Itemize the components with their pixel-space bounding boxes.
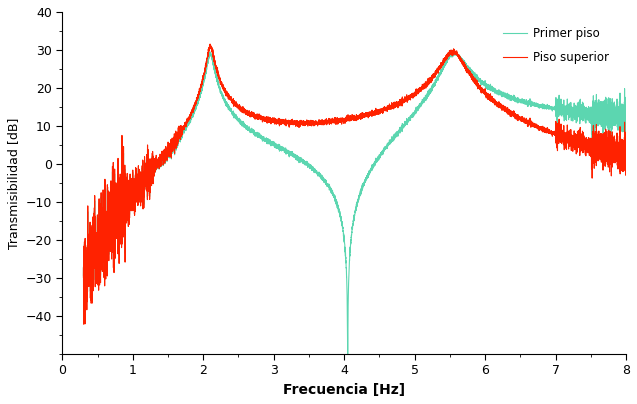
Piso superior (206, 42, 214, 46)
Legend: Primer piso, Piso superior: Primer piso, Piso superior (497, 21, 615, 70)
Primer piso (424, 93, 432, 97)
Y-axis label: Transmisibilidad [dB]: Transmisibilidad [dB] (7, 117, 20, 249)
Primer piso (344, 351, 352, 356)
Line: Primer piso: Primer piso (83, 50, 626, 354)
Piso superior (424, 78, 432, 83)
Primer piso (107, 182, 115, 187)
Piso superior (80, 275, 87, 280)
Line: Piso superior: Piso superior (83, 44, 626, 324)
Piso superior (276, 119, 284, 124)
Primer piso (482, 83, 490, 88)
Primer piso (80, 273, 87, 278)
Primer piso (511, 97, 519, 102)
X-axis label: Frecuencia [Hz]: Frecuencia [Hz] (283, 383, 405, 397)
Piso superior (401, 99, 408, 104)
Piso superior (80, 322, 88, 327)
Primer piso (401, 122, 408, 127)
Piso superior (482, 92, 490, 97)
Primer piso (622, 117, 630, 122)
Piso superior (107, 239, 115, 244)
Primer piso (450, 48, 457, 53)
Primer piso (276, 145, 283, 150)
Piso superior (622, 156, 630, 160)
Piso superior (511, 114, 519, 118)
